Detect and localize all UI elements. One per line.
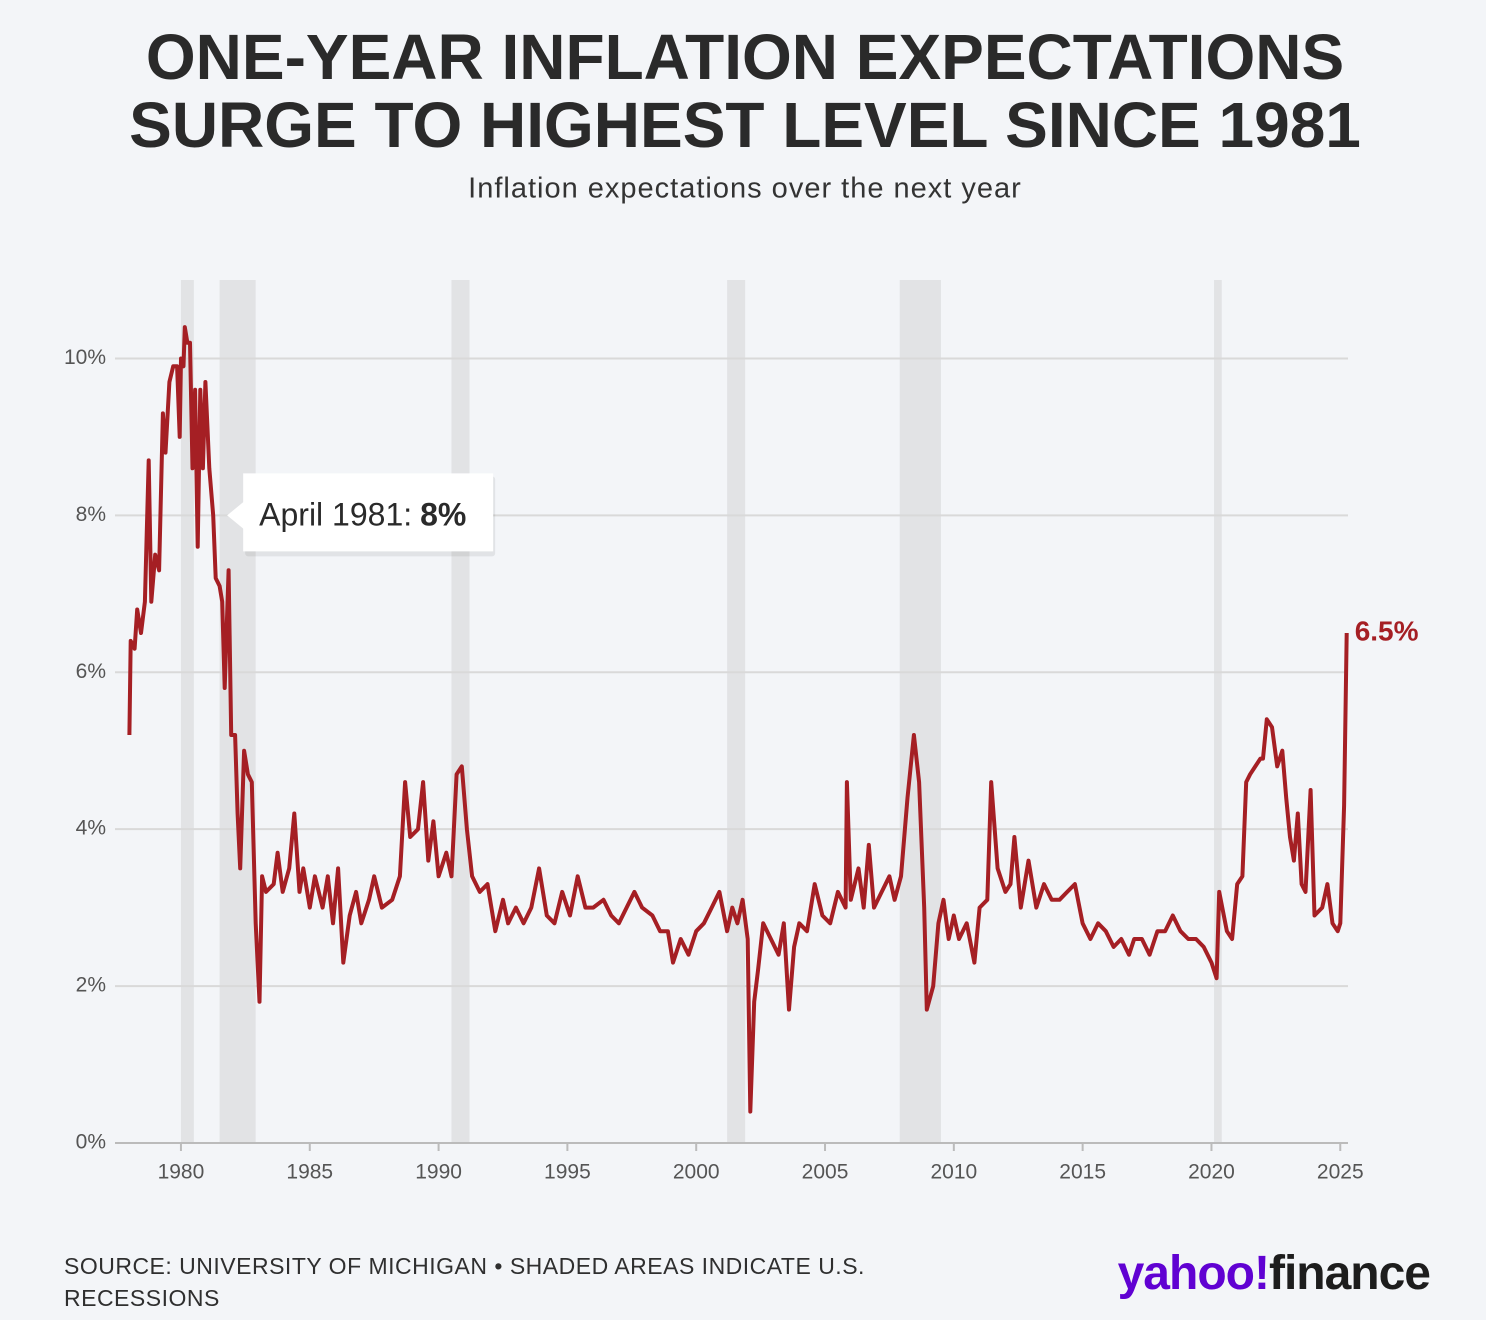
x-tick-label: 1980: [158, 1161, 205, 1184]
annotation-label: April 1981:: [259, 497, 412, 533]
y-tick-label: 0%: [76, 1131, 106, 1154]
source-note: SOURCE: UNIVERSITY OF MICHIGAN • SHADED …: [64, 1253, 865, 1311]
plot-layer: 6.5% April 1981: 8%: [127, 325, 1419, 1114]
recession-band: [451, 280, 470, 1143]
x-tick-label: 2015: [1059, 1161, 1106, 1184]
recession-layer: [180, 280, 1222, 1143]
grid-layer: 0% 2% 4% 6% 8% 10% 1980 1985 1990 1995 2000 2005 201…: [64, 346, 1364, 1184]
y-tick-label: 10%: [64, 346, 106, 369]
y-tick-label: 6%: [76, 660, 106, 683]
x-tick-label: 2000: [673, 1161, 720, 1184]
chart-subtitle: Inflation expectations over the next yea…: [468, 173, 1022, 205]
recession-band: [899, 280, 941, 1143]
annotation-box: [243, 473, 494, 552]
logo-brand: yahoo!: [1117, 1247, 1270, 1300]
logo-product: finance: [1268, 1247, 1431, 1300]
annotation: April 1981: 8%: [227, 473, 496, 557]
y-tick-label: 2%: [76, 974, 106, 997]
x-tick-label: 2005: [802, 1161, 849, 1184]
logo: yahoo!finance: [1117, 1246, 1431, 1301]
recession-band: [1214, 280, 1222, 1143]
series-line: [127, 325, 1349, 1114]
annotation-value: 8%: [420, 497, 466, 533]
x-tick-label: 1990: [415, 1161, 462, 1184]
annotation-pointer: [227, 501, 245, 530]
x-tick-label: 1995: [544, 1161, 591, 1184]
recession-band: [180, 280, 194, 1143]
chart-title: SURGE TO HIGHEST LEVEL SINCE 1981: [129, 89, 1361, 161]
chart: ONE-YEAR INFLATION EXPECTATIONS SURGE TO…: [64, 21, 1419, 1184]
y-tick-label: 4%: [76, 817, 106, 840]
x-tick-label: 2020: [1188, 1161, 1235, 1184]
recession-band: [727, 280, 746, 1143]
x-tick-label: 2025: [1317, 1161, 1364, 1184]
recession-band: [219, 280, 256, 1143]
end-value-label: 6.5%: [1355, 615, 1419, 646]
chart-title: ONE-YEAR INFLATION EXPECTATIONS: [146, 21, 1344, 93]
annotation-text: April 1981: 8%: [259, 497, 466, 533]
y-tick-label: 8%: [76, 503, 106, 526]
x-tick-label: 1985: [286, 1161, 333, 1184]
x-tick-label: 2010: [930, 1161, 977, 1184]
